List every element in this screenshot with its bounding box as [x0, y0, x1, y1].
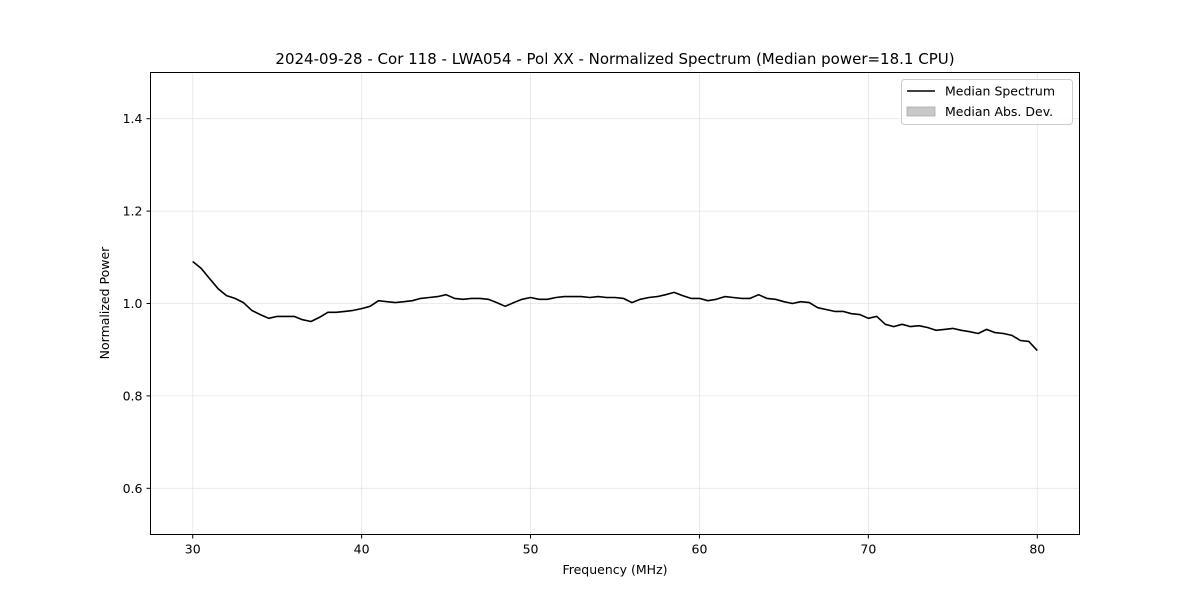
series-line-median-spectrum: [192, 260, 1038, 352]
legend-box: [901, 79, 1073, 125]
x-axis: 30 40 50 60 70 80: [185, 534, 1045, 557]
y-tick-label: 0.6: [123, 481, 143, 496]
legend: Median Spectrum Median Abs. Dev.: [901, 79, 1073, 125]
y-tick-label: 1.0: [123, 296, 143, 311]
x-tick-label: 40: [354, 542, 370, 557]
x-tick-label: 50: [523, 542, 539, 557]
x-tick-label: 80: [1029, 542, 1045, 557]
legend-patch-swatch: [906, 106, 936, 117]
y-tick-label: 0.8: [123, 388, 143, 403]
x-tick-label: 70: [860, 542, 876, 557]
x-axis-label: Frequency (MHz): [562, 562, 667, 577]
x-tick-label: 30: [185, 542, 201, 557]
chart-title: 2024-09-28 - Cor 118 - LWA054 - Pol XX -…: [275, 50, 954, 68]
y-tick-label: 1.4: [123, 111, 143, 126]
y-axis: 0.6 0.8 1.0 1.2 1.4: [123, 111, 151, 496]
series-layer: [192, 260, 1038, 352]
legend-label-median-spectrum: Median Spectrum: [945, 84, 1055, 99]
x-tick-label: 60: [692, 542, 708, 557]
legend-label-median-abs-dev: Median Abs. Dev.: [945, 104, 1053, 119]
y-tick-label: 1.2: [123, 204, 143, 219]
y-axis-label: Normalized Power: [97, 246, 112, 360]
